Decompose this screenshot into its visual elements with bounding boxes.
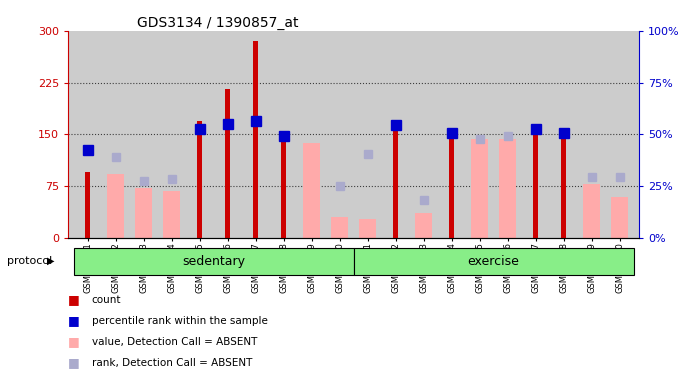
Bar bbox=[197, 121, 203, 238]
Bar bbox=[471, 139, 488, 238]
Text: count: count bbox=[92, 295, 121, 305]
Bar bbox=[449, 133, 454, 238]
Bar bbox=[281, 136, 286, 238]
Bar bbox=[533, 127, 539, 238]
Bar bbox=[393, 124, 398, 238]
Text: ▶: ▶ bbox=[47, 256, 55, 266]
Bar bbox=[135, 188, 152, 238]
Bar bbox=[499, 139, 516, 238]
Bar bbox=[163, 191, 180, 238]
Bar bbox=[253, 41, 258, 238]
Bar bbox=[85, 172, 90, 238]
Text: ■: ■ bbox=[68, 314, 80, 327]
Text: percentile rank within the sample: percentile rank within the sample bbox=[92, 316, 268, 326]
Bar bbox=[331, 217, 348, 238]
Bar bbox=[415, 213, 432, 238]
Bar bbox=[359, 219, 376, 238]
Bar bbox=[561, 133, 566, 238]
Text: rank, Detection Call = ABSENT: rank, Detection Call = ABSENT bbox=[92, 358, 252, 368]
Text: GDS3134 / 1390857_at: GDS3134 / 1390857_at bbox=[137, 16, 298, 30]
Bar bbox=[303, 143, 320, 238]
Text: value, Detection Call = ABSENT: value, Detection Call = ABSENT bbox=[92, 337, 257, 347]
Text: ■: ■ bbox=[68, 356, 80, 369]
Text: sedentary: sedentary bbox=[182, 255, 245, 268]
Text: ■: ■ bbox=[68, 293, 80, 306]
Bar bbox=[611, 197, 628, 238]
Bar bbox=[583, 184, 600, 238]
Bar bbox=[107, 174, 124, 238]
Bar bbox=[225, 89, 231, 238]
Text: ■: ■ bbox=[68, 335, 80, 348]
Text: protocol: protocol bbox=[7, 256, 52, 266]
Text: exercise: exercise bbox=[468, 255, 520, 268]
